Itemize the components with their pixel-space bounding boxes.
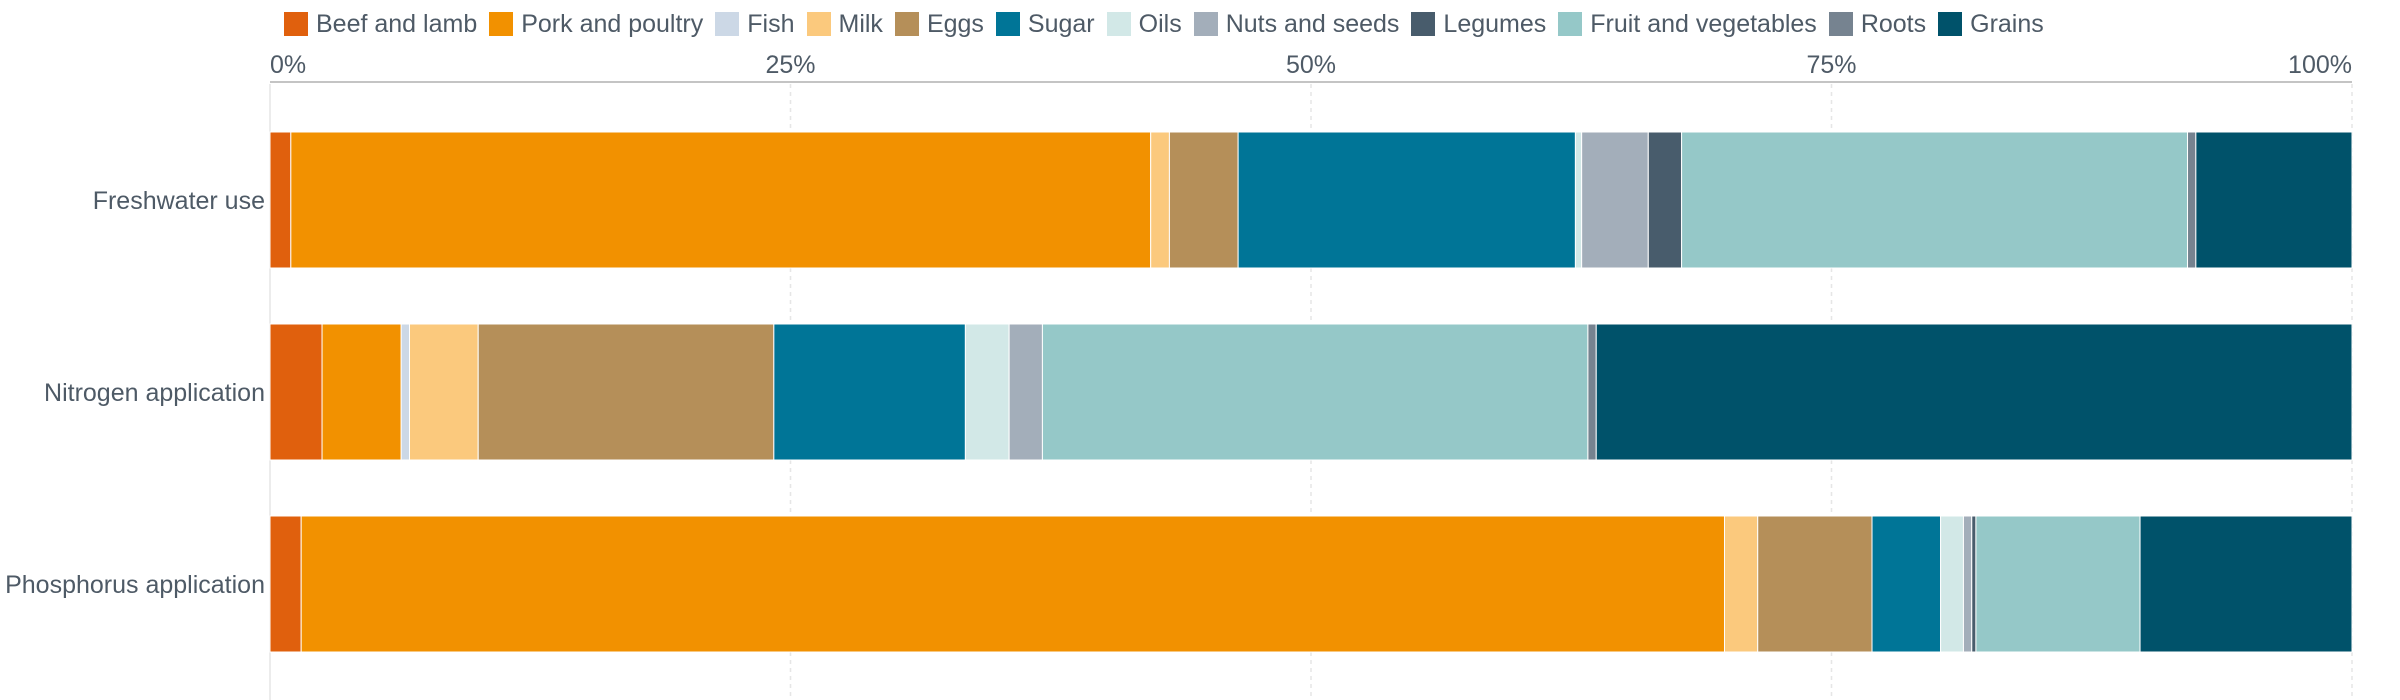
legend-item-fish[interactable]: Fish: [715, 9, 795, 39]
legend-item-milk[interactable]: Milk: [806, 9, 883, 39]
bar-nitrogen-application-sugar[interactable]: [773, 323, 966, 461]
bar-nitrogen-application-roots[interactable]: [1587, 323, 1597, 461]
legend-label: Roots: [1860, 9, 1927, 38]
legend-label: Fruit and vegetables: [1590, 9, 1817, 38]
legend-item-beef-and-lamb[interactable]: Beef and lamb: [284, 10, 477, 39]
bar-phosphorus-application-beef-and-lamb[interactable]: [269, 515, 302, 653]
legend-label: Grains: [1970, 9, 2044, 38]
legend-item-eggs[interactable]: Eggs: [894, 9, 984, 39]
legend-swatch: [1411, 12, 1436, 36]
legend-label: Oils: [1138, 9, 1182, 38]
bar-nitrogen-application-fruit-and-vegetables[interactable]: [1041, 323, 1589, 461]
bar-freshwater-use-grains[interactable]: [2195, 131, 2353, 269]
legend-swatch: [489, 12, 514, 36]
bar-phosphorus-application-sugar[interactable]: [1871, 515, 1942, 653]
bar-freshwater-use-fruit-and-vegetables[interactable]: [1681, 131, 2189, 269]
bar-nitrogen-application-fish[interactable]: [400, 323, 410, 461]
category-label-nitrogen-application: Nitrogen application: [44, 379, 265, 407]
bar-freshwater-use-sugar[interactable]: [1237, 131, 1576, 269]
bar-phosphorus-application-eggs[interactable]: [1757, 515, 1873, 653]
legend-label: Legumes: [1443, 9, 1547, 38]
legend-item-legumes[interactable]: Legumes: [1411, 10, 1546, 39]
x-tick-label: 75%: [1806, 51, 1856, 79]
legend-item-nuts-and-seeds[interactable]: Nuts and seeds: [1193, 9, 1400, 39]
legend-item-roots[interactable]: Roots: [1828, 9, 1927, 39]
legend-swatch: [284, 12, 308, 36]
bar-phosphorus-application-nuts-and-seeds[interactable]: [1962, 515, 1973, 653]
bar-nitrogen-application-nuts-and-seeds[interactable]: [1008, 323, 1043, 461]
legend-swatch: [1558, 12, 1583, 36]
legend-label: Fish: [747, 9, 795, 38]
legend-label: Nuts and seeds: [1225, 9, 1400, 38]
legend-swatch: [1828, 12, 1853, 36]
x-tick-label: 50%: [1286, 51, 1336, 79]
x-tick-label: 25%: [765, 51, 815, 79]
legend-swatch: [1938, 12, 1963, 36]
bar-phosphorus-application-grains[interactable]: [2139, 515, 2353, 653]
bar-phosphorus-application-milk[interactable]: [1723, 515, 1759, 653]
legend-item-grains[interactable]: Grains: [1938, 10, 2044, 39]
bar-nitrogen-application-beef-and-lamb[interactable]: [269, 323, 323, 461]
bar-nitrogen-application-grains[interactable]: [1595, 323, 2353, 461]
bar-nitrogen-application-eggs[interactable]: [477, 323, 775, 461]
legend-item-fruit-and-vegetables[interactable]: Fruit and vegetables: [1558, 10, 1817, 39]
bar-phosphorus-application-legumes[interactable]: [1971, 515, 1977, 653]
x-tick-label: 100%: [2288, 51, 2352, 79]
bar-phosphorus-application-pork-and-poultry[interactable]: [300, 515, 1725, 653]
bar-phosphorus-application-oils[interactable]: [1940, 515, 1964, 653]
bar-freshwater-use-pork-and-poultry[interactable]: [290, 131, 1152, 269]
legend-swatch: [1193, 12, 1218, 36]
legend-label: Eggs: [926, 9, 984, 38]
legend-swatch: [715, 12, 740, 36]
legend-swatch: [806, 12, 831, 36]
bar-freshwater-use-nuts-and-seeds[interactable]: [1581, 131, 1649, 269]
bar-freshwater-use-beef-and-lamb[interactable]: [269, 131, 292, 269]
bar-nitrogen-application-milk[interactable]: [408, 323, 479, 461]
category-label-freshwater-use: Freshwater use: [93, 187, 265, 215]
bar-freshwater-use-legumes[interactable]: [1647, 131, 1683, 269]
legend-item-sugar[interactable]: Sugar: [995, 9, 1095, 39]
bar-freshwater-use-eggs[interactable]: [1168, 131, 1239, 269]
legend-label: Milk: [838, 9, 883, 38]
bar-phosphorus-application-fruit-and-vegetables[interactable]: [1975, 515, 2141, 653]
legend-swatch: [995, 12, 1020, 36]
legend-label: Beef and lamb: [316, 9, 478, 38]
legend-item-pork-and-poultry[interactable]: Pork and poultry: [489, 10, 703, 39]
category-label-phosphorus-application: Phosphorus application: [5, 571, 265, 599]
legend-swatch: [894, 12, 919, 36]
x-tick-label: 0%: [270, 51, 306, 79]
bar-freshwater-use-milk[interactable]: [1150, 131, 1170, 269]
bar-freshwater-use-roots[interactable]: [2187, 131, 2197, 269]
legend-label: Sugar: [1027, 9, 1095, 38]
bar-nitrogen-application-pork-and-poultry[interactable]: [321, 323, 402, 461]
legend-label: Pork and poultry: [521, 9, 704, 38]
legend: Beef and lamb Pork and poultry Fish Milk Egg…: [284, 6, 2056, 42]
bar-freshwater-use-oils[interactable]: [1574, 131, 1583, 269]
legend-item-oils[interactable]: Oils: [1106, 9, 1182, 39]
bar-nitrogen-application-oils[interactable]: [964, 323, 1010, 461]
legend-swatch: [1106, 12, 1131, 36]
